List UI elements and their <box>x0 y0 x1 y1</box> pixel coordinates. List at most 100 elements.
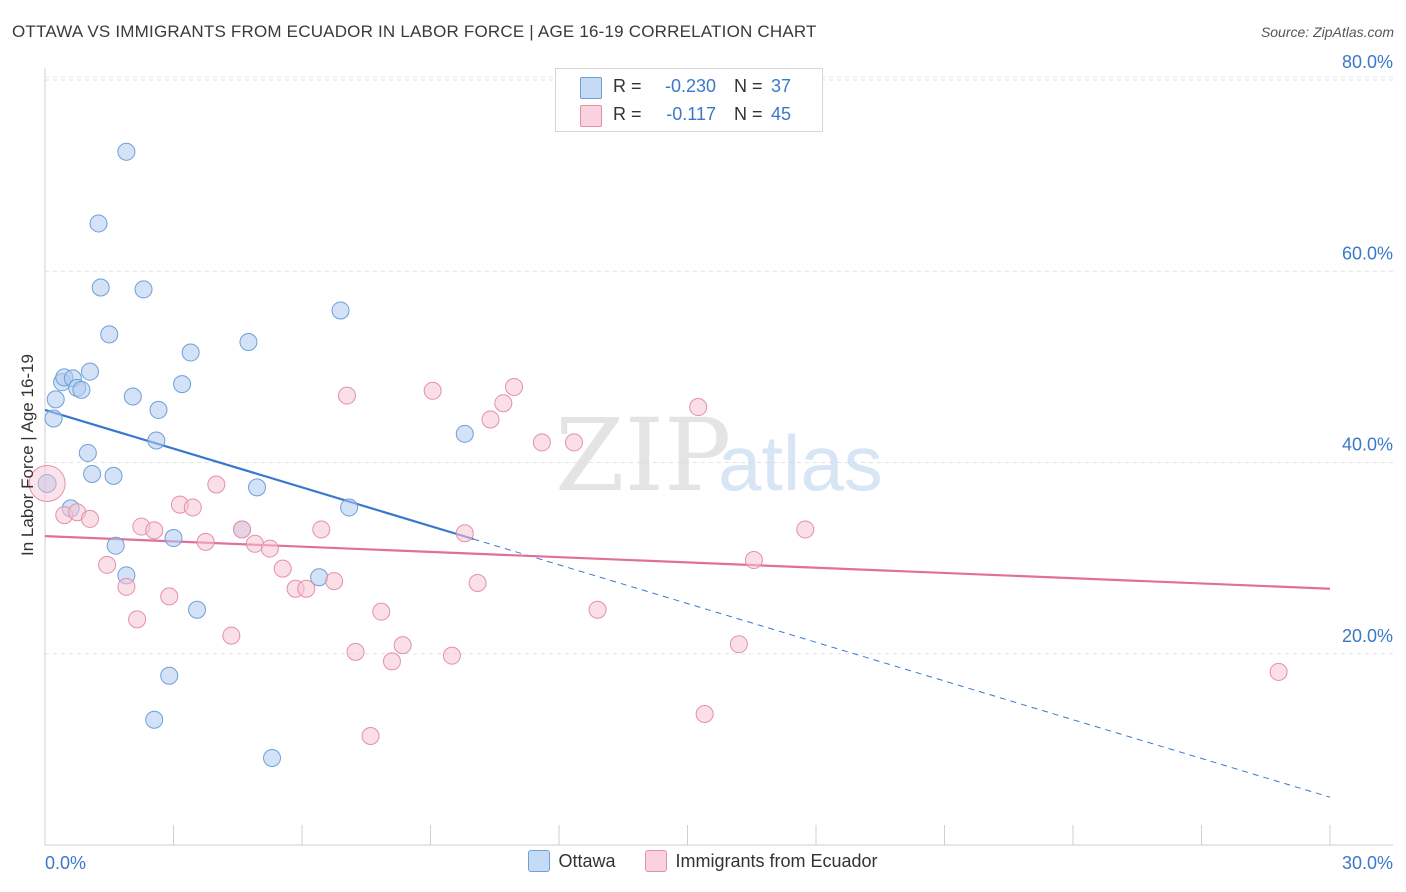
data-point <box>117 142 136 161</box>
data-point <box>744 551 763 570</box>
data-point <box>188 600 207 619</box>
data-point <box>455 524 474 543</box>
data-point <box>28 465 66 503</box>
ottawa-swatch <box>528 850 551 872</box>
stats-row-ottawa: R = -0.230 N = 37 <box>556 73 822 101</box>
data-point <box>468 573 487 592</box>
data-point <box>263 748 282 767</box>
data-point <box>160 587 179 606</box>
y-axis-label: In Labor Force | Age 16-19 <box>18 354 37 556</box>
y-tick-labels: 20.0% 40.0% 60.0% 80.0% <box>1342 52 1393 646</box>
stats-box: R = -0.230 N = 37 R = -0.117 N = 45 <box>555 68 823 132</box>
data-point <box>78 443 97 462</box>
grid-lines <box>45 76 1393 655</box>
data-point <box>196 532 215 551</box>
x-tick-label-right: 30.0% <box>1342 853 1393 873</box>
data-point <box>160 666 179 685</box>
data-point <box>796 520 815 539</box>
data-point <box>91 278 110 297</box>
data-point <box>72 380 91 399</box>
data-point <box>494 394 513 413</box>
data-point <box>361 726 380 745</box>
data-point <box>239 333 258 352</box>
data-point <box>164 529 183 548</box>
trend-line-ottawa <box>44 408 474 541</box>
x-tick-labels: 0.0% 30.0% <box>45 853 1393 873</box>
legend-item-ottawa[interactable]: Ottawa <box>528 850 615 872</box>
n-value: 37 <box>771 76 792 96</box>
data-point <box>346 642 365 661</box>
data-point <box>117 577 136 596</box>
data-point <box>128 610 147 629</box>
ottawa-swatch <box>580 77 602 99</box>
data-point <box>423 381 442 400</box>
data-point <box>532 433 551 452</box>
y-tick-label: 60.0% <box>1342 243 1393 263</box>
data-point <box>46 390 65 409</box>
watermark-zip: ZIP <box>555 397 731 514</box>
ecuador-swatch <box>580 105 602 127</box>
data-point <box>248 478 267 497</box>
trend-line-ecuador <box>44 535 1331 590</box>
data-point <box>233 520 252 539</box>
data-point <box>98 555 117 574</box>
data-point <box>80 362 99 381</box>
data-point <box>260 539 279 558</box>
data-point <box>145 710 164 729</box>
data-point <box>372 602 391 621</box>
data-point <box>273 559 292 578</box>
y-tick-label: 20.0% <box>1342 626 1393 646</box>
n-label: N = <box>734 76 763 96</box>
x-tick-label-left: 0.0% <box>45 853 86 873</box>
data-point <box>588 600 607 619</box>
legend-label: Ottawa <box>558 850 616 871</box>
data-point <box>145 521 164 540</box>
data-point <box>325 572 344 591</box>
trend-line-ottawa-extension <box>473 538 1331 798</box>
data-point <box>222 626 241 645</box>
data-point <box>147 431 166 450</box>
legend: Ottawa Immigrants from Ecuador <box>0 850 1406 872</box>
data-point <box>312 520 331 539</box>
data-point <box>181 343 200 362</box>
data-point <box>149 400 168 419</box>
data-point <box>183 498 202 517</box>
data-point <box>80 509 99 528</box>
data-point <box>100 325 119 344</box>
data-point <box>729 635 748 654</box>
data-point <box>564 433 583 452</box>
data-point <box>695 704 714 723</box>
ecuador-swatch <box>645 850 668 872</box>
stats-row-ecuador: R = -0.117 N = 45 <box>556 101 822 129</box>
data-point <box>245 534 264 553</box>
data-point <box>382 652 401 671</box>
data-point <box>106 536 125 555</box>
data-point <box>83 464 102 483</box>
y-tick-label: 40.0% <box>1342 435 1393 455</box>
data-point <box>442 646 461 665</box>
data-point <box>331 301 350 320</box>
data-points <box>28 142 1288 767</box>
data-point <box>134 280 153 299</box>
n-label: N = <box>734 104 763 124</box>
n-value: 45 <box>771 104 792 124</box>
chart-title: OTTAWA VS IMMIGRANTS FROM ECUADOR IN LAB… <box>12 22 817 41</box>
r-value: -0.117 <box>666 104 716 124</box>
data-point <box>207 475 226 494</box>
legend-item-ecuador[interactable]: Immigrants from Ecuador <box>645 850 878 872</box>
data-point <box>337 386 356 405</box>
data-point <box>297 579 316 598</box>
y-tick-label: 80.0% <box>1342 52 1393 72</box>
data-point <box>37 474 57 494</box>
r-label: R = <box>613 104 642 124</box>
data-point <box>44 409 63 428</box>
data-point <box>173 375 192 394</box>
data-point <box>89 214 108 233</box>
data-point <box>340 498 359 517</box>
data-point <box>104 466 123 485</box>
data-point <box>393 636 412 655</box>
axes <box>44 68 1393 846</box>
data-point <box>123 387 142 406</box>
